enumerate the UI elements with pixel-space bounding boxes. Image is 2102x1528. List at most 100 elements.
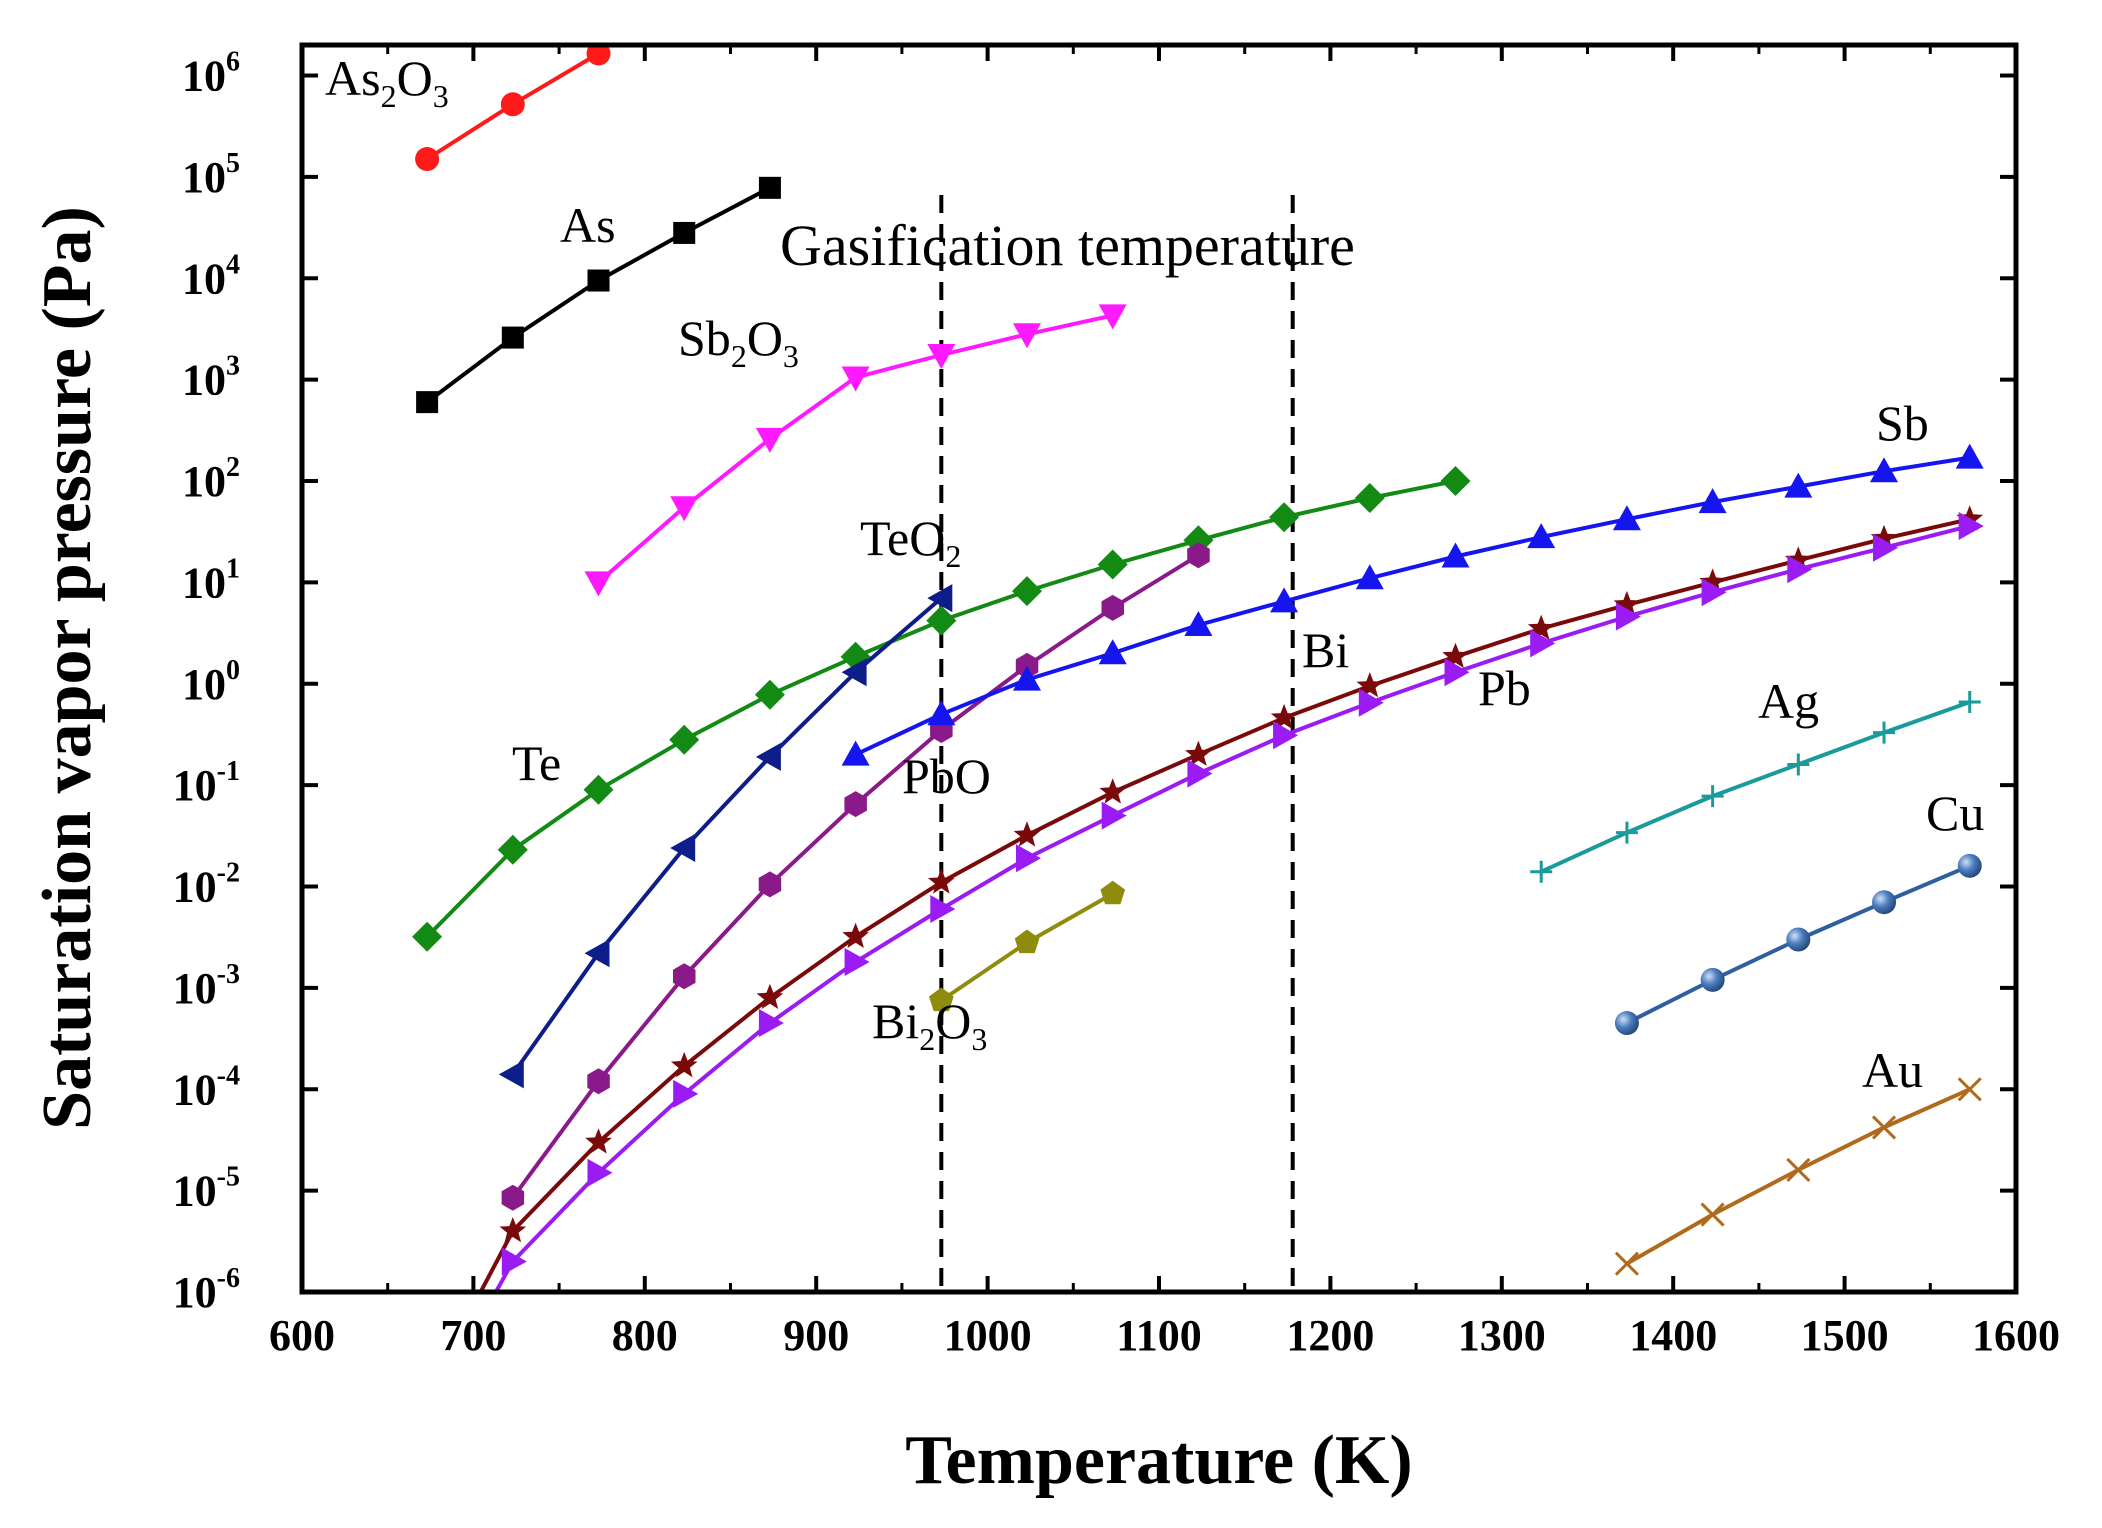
series-marker [1787, 753, 1810, 776]
series-marker [1014, 929, 1040, 954]
series-marker [1958, 691, 1981, 714]
gasification-lines [939, 195, 1295, 1292]
series-marker [927, 344, 956, 369]
series-marker [926, 605, 957, 636]
series-ag [1530, 691, 1981, 883]
series-marker [673, 221, 696, 244]
series-marker [1700, 967, 1725, 992]
series-marker [584, 571, 613, 597]
series-marker [1273, 721, 1299, 750]
series-marker [930, 895, 956, 923]
series-marker [415, 147, 440, 172]
series-marker [1787, 555, 1813, 584]
y-tick-label: 10-1 [173, 756, 240, 810]
series-line-ag [1540, 700, 1971, 874]
series-marker [1184, 611, 1213, 636]
series-label-sb: Sb [1876, 395, 1929, 451]
series-marker [673, 1079, 699, 1108]
series-marker [1530, 860, 1553, 883]
series-marker [1958, 512, 1984, 540]
series-marker [755, 427, 784, 453]
x-tick-label: 1100 [1116, 1311, 1202, 1360]
series-label-sb2o3: Sb2O3 [678, 310, 799, 374]
y-tick-label: 10-5 [173, 1162, 240, 1216]
series-marker [1101, 801, 1127, 830]
series-label-teo2: TeO2 [860, 510, 961, 574]
series-marker [1013, 323, 1041, 349]
series-marker [841, 658, 867, 687]
series-sb2o3 [584, 304, 1127, 597]
series-marker [1530, 629, 1556, 658]
series-marker [842, 922, 869, 948]
series-marker [416, 391, 439, 414]
series-marker [670, 496, 699, 522]
series-label-as2o3: As2O3 [325, 50, 449, 114]
series-marker [758, 1009, 784, 1037]
series-label-cu: Cu [1926, 785, 1984, 841]
series-marker [754, 679, 785, 710]
series-label-bi2o3: Bi2O3 [872, 993, 987, 1057]
series-marker [412, 921, 443, 952]
x-tick-label: 1400 [1629, 1311, 1717, 1360]
series-marker [1957, 853, 1982, 878]
series-marker [499, 1217, 527, 1243]
series-marker [1187, 542, 1210, 569]
series-label-as: As [560, 197, 616, 253]
series-marker [1098, 304, 1127, 330]
x-tick-label: 800 [612, 1311, 678, 1360]
x-tick-label: 700 [440, 1311, 506, 1360]
series-marker [501, 326, 524, 349]
series-marker [1527, 523, 1556, 549]
y-tick-label: 103 [182, 351, 240, 405]
series-marker [927, 584, 953, 613]
series-marker [1870, 457, 1898, 483]
gasification-annotation: Gasification temperature [780, 213, 1355, 278]
x-tick-label: 900 [783, 1311, 849, 1360]
series-marker [587, 1158, 613, 1187]
series-marker [1870, 524, 1898, 550]
series-marker [1957, 1077, 1982, 1102]
series-marker [929, 987, 954, 1012]
series-pbo [501, 542, 1210, 1211]
y-tick-label: 10-4 [173, 1060, 240, 1114]
series-marker [1270, 703, 1298, 730]
series-marker [844, 791, 867, 818]
y-axis-title: Saturation vapor pressure (Pa) [29, 206, 106, 1130]
series-marker [1269, 502, 1300, 533]
series-marker [1356, 672, 1384, 698]
series-marker [1873, 533, 1898, 562]
series-marker [928, 868, 955, 894]
series-marker [1615, 821, 1638, 844]
x-tick-label: 1300 [1458, 1311, 1546, 1360]
series-marker [587, 269, 610, 292]
series-line-teo2 [511, 596, 943, 1076]
series-cu [1614, 853, 1982, 1036]
series-marker [1013, 821, 1041, 847]
y-tick-label: 105 [182, 148, 240, 202]
series-marker [756, 983, 784, 1009]
series-marker [584, 939, 610, 968]
y-tick-label: 10-2 [173, 858, 240, 912]
series-marker [498, 1060, 524, 1089]
series-marker [1614, 1251, 1639, 1276]
series-marker [1612, 505, 1641, 531]
y-tick-label: 102 [182, 452, 240, 506]
series-marker [758, 176, 781, 199]
series-marker [1013, 665, 1041, 691]
series-marker [1440, 466, 1471, 496]
series-marker [501, 1247, 527, 1276]
series-marker [500, 92, 525, 117]
series-marker [587, 1068, 610, 1095]
series-bi2o3 [929, 880, 1126, 1012]
series-marker [1012, 576, 1042, 607]
y-tick-label: 101 [182, 553, 240, 607]
series-marker [497, 834, 528, 865]
series-marker [841, 740, 870, 766]
series-marker [1872, 890, 1897, 915]
series-marker [670, 1051, 698, 1078]
y-tick-label: 100 [182, 655, 240, 709]
series-marker [1699, 568, 1726, 594]
series-marker [1614, 1011, 1639, 1036]
series-label-pb: Pb [1478, 660, 1531, 716]
